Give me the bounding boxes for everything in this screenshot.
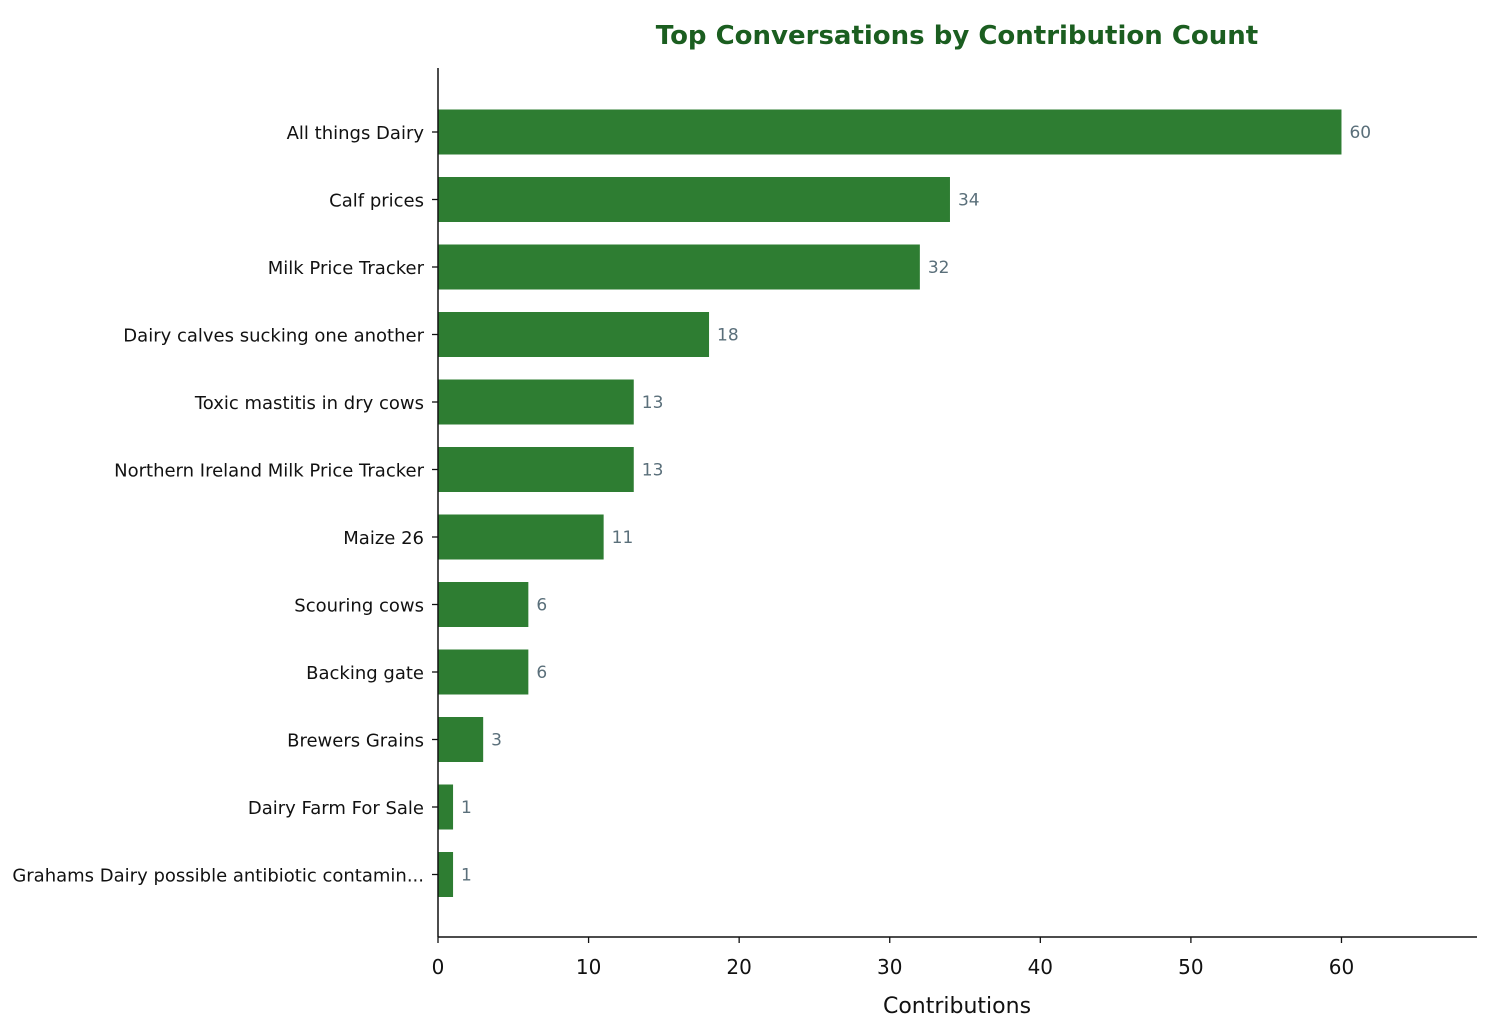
- bar: [438, 379, 634, 425]
- x-axis-label: Contributions: [883, 994, 1031, 1019]
- bars-group: [438, 109, 1342, 897]
- category-label: Maize 26: [343, 528, 424, 549]
- data-label: 3: [491, 731, 502, 751]
- data-label: 6: [536, 663, 547, 683]
- data-label: 32: [928, 258, 950, 278]
- category-label: Grahams Dairy possible antibiotic contam…: [12, 866, 424, 887]
- category-label: Northern Ireland Milk Price Tracker: [114, 461, 424, 482]
- data-label: 60: [1349, 123, 1371, 143]
- x-tick-label: 40: [1028, 955, 1053, 979]
- bar: [438, 244, 920, 290]
- data-label: 1: [461, 866, 472, 886]
- category-label: Dairy calves sucking one another: [123, 326, 424, 347]
- category-label: Toxic mastitis in dry cows: [194, 393, 424, 414]
- x-tick-label: 30: [877, 955, 902, 979]
- data-label: 13: [642, 461, 664, 481]
- bar: [438, 447, 634, 492]
- bar: [438, 312, 710, 357]
- bar: [438, 109, 1342, 155]
- bar: [438, 177, 950, 222]
- category-label: Backing gate: [306, 663, 424, 684]
- category-label: All things Dairy: [287, 123, 425, 144]
- bar: [438, 582, 529, 627]
- x-tick-label: 10: [576, 955, 601, 979]
- x-axis-ticks: 0 10 20 30 40 50 60: [432, 937, 1354, 979]
- bar: [438, 514, 604, 560]
- x-tick-label: 60: [1329, 955, 1354, 979]
- bar: [438, 717, 484, 762]
- category-label: Dairy Farm For Sale: [248, 798, 424, 819]
- bar: [438, 784, 454, 830]
- data-label: 18: [717, 326, 739, 346]
- bar: [438, 649, 529, 695]
- category-label: Scouring cows: [294, 596, 424, 617]
- chart-title: Top Conversations by Contribution Count: [656, 21, 1258, 51]
- bar: [438, 852, 454, 897]
- data-label: 11: [612, 528, 634, 548]
- category-labels: All things Dairy Calf prices Milk Price Tr…: [12, 123, 438, 887]
- data-label: 1: [461, 798, 472, 818]
- category-label: Calf prices: [329, 191, 424, 212]
- x-tick-label: 50: [1178, 955, 1203, 979]
- x-tick-label: 0: [432, 955, 445, 979]
- category-label: Brewers Grains: [287, 731, 424, 752]
- data-label: 13: [642, 393, 664, 413]
- data-label: 6: [536, 596, 547, 616]
- x-tick-label: 20: [726, 955, 751, 979]
- category-label: Milk Price Tracker: [268, 258, 425, 279]
- data-label: 34: [958, 191, 980, 211]
